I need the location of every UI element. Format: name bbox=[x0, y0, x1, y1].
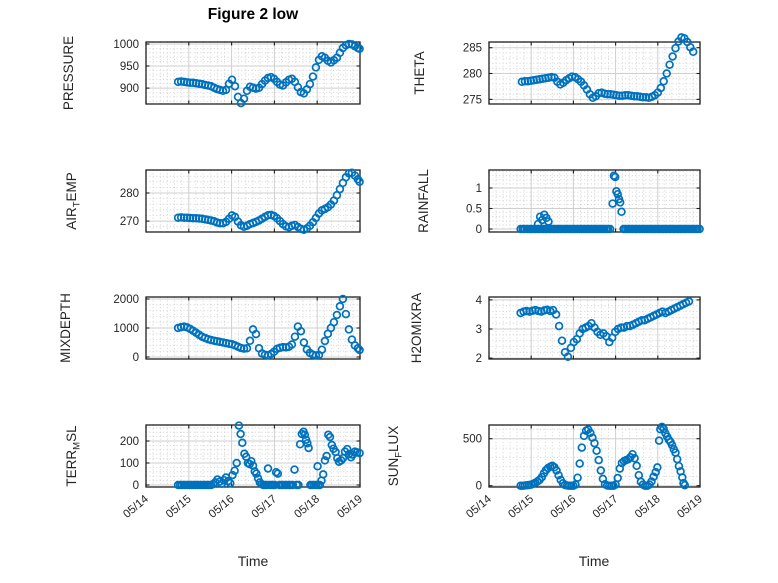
y-tick-label: 500 bbox=[463, 434, 482, 446]
axes-box bbox=[145, 41, 361, 105]
x-tick-label: 05/19 bbox=[675, 493, 705, 521]
y-tick-label: 285 bbox=[463, 43, 482, 55]
minor-grid bbox=[489, 170, 700, 232]
y-axis-label: PRESSURE bbox=[61, 36, 76, 110]
y-axis-label: RAINFALL bbox=[416, 169, 431, 233]
subplot-h2omixra: 2 3 4 H2OMIXRA bbox=[409, 293, 701, 365]
data-points bbox=[173, 421, 364, 490]
y-axis-label: SUNFLUX bbox=[386, 426, 405, 487]
x-tick-label: 05/15 bbox=[164, 493, 194, 521]
y-tick-label: 1000 bbox=[113, 323, 139, 335]
x-tick-label: 05/16 bbox=[207, 493, 237, 521]
subplot-air-temp: 270 280 AIRTEMP bbox=[64, 168, 364, 235]
y-tick-label: 0.5 bbox=[466, 204, 482, 216]
data-points bbox=[516, 297, 694, 361]
subplot-pressure: 900 950 1000 PRESSURE bbox=[61, 36, 364, 110]
y-tick-label: 200 bbox=[120, 436, 139, 448]
subplot-mixdepth: 0 1000 2000 MIXDEPTH bbox=[58, 293, 364, 364]
x-tick-label: 05/18 bbox=[633, 493, 663, 521]
y-tick-label: 4 bbox=[476, 295, 483, 307]
y-axis-label: TERRMSL bbox=[64, 425, 83, 487]
y-tick-label: 270 bbox=[120, 216, 139, 228]
y-axis-label: H2OMIXRA bbox=[409, 293, 424, 364]
y-tick-label: 3 bbox=[476, 324, 482, 336]
data-points bbox=[173, 294, 364, 360]
y-tick-label: 2 bbox=[476, 353, 482, 365]
figure-title: Figure 2 low bbox=[207, 6, 299, 23]
y-tick-label: 0 bbox=[133, 480, 139, 492]
subplot-rainfall: 0 0.5 1 RAINFALL bbox=[416, 169, 704, 236]
axes-box bbox=[488, 424, 701, 488]
x-tick-label: 05/17 bbox=[250, 493, 280, 521]
x-axis-title-left: Time bbox=[238, 553, 269, 569]
x-tick-label: 05/16 bbox=[549, 493, 579, 521]
y-tick-label: 0 bbox=[476, 224, 482, 236]
x-tick-label: 05/18 bbox=[292, 493, 322, 521]
y-axis-label: THETA bbox=[412, 51, 427, 94]
y-tick-label: 1000 bbox=[113, 39, 139, 51]
y-axis-label: AIRTEMP bbox=[64, 172, 83, 230]
x-axis-title-right: Time bbox=[579, 553, 610, 569]
x-tick-label: 05/17 bbox=[591, 493, 621, 521]
y-tick-label: 0 bbox=[133, 352, 139, 364]
y-tick-label: 2000 bbox=[113, 294, 139, 306]
y-tick-label: 280 bbox=[120, 188, 139, 200]
y-tick-label: 275 bbox=[463, 94, 482, 106]
data-points bbox=[173, 39, 364, 108]
minor-grid bbox=[146, 42, 360, 104]
subplot-theta: 275 280 285 THETA bbox=[412, 33, 701, 106]
subplot-terr-msl: 0 100 200 TERRMSL 05/14 05/15 05/16 05/17 05/18 0… bbox=[64, 421, 365, 521]
tick-marks bbox=[145, 170, 361, 232]
y-tick-label: 0 bbox=[476, 481, 482, 493]
axes-box bbox=[488, 296, 701, 360]
y-tick-label: 280 bbox=[463, 69, 482, 81]
y-tick-label: 900 bbox=[120, 83, 139, 95]
y-tick-label: 1 bbox=[476, 183, 482, 195]
x-tick-label: 05/14 bbox=[121, 493, 151, 521]
data-points bbox=[516, 171, 704, 234]
y-tick-label: 950 bbox=[120, 61, 139, 73]
x-tick-label: 05/14 bbox=[464, 493, 494, 521]
minor-grid bbox=[489, 297, 700, 359]
tick-marks bbox=[488, 297, 701, 359]
x-tick-label: 05/15 bbox=[506, 493, 536, 521]
data-points bbox=[173, 168, 364, 235]
minor-grid bbox=[146, 425, 360, 487]
y-tick-label: 100 bbox=[120, 458, 139, 470]
subplot-sun-flux: 0 500 SUNFLUX 05/14 05/15 05/16 05/17 05/18 05/1… bbox=[386, 422, 705, 521]
data-points bbox=[517, 33, 698, 103]
x-tick-label: 05/19 bbox=[335, 493, 365, 521]
axes-box bbox=[145, 169, 361, 233]
data-points bbox=[516, 422, 690, 490]
major-grid bbox=[489, 42, 700, 104]
tick-marks bbox=[488, 42, 701, 104]
tick-marks bbox=[145, 42, 361, 104]
y-axis-label: MIXDEPTH bbox=[58, 293, 73, 363]
